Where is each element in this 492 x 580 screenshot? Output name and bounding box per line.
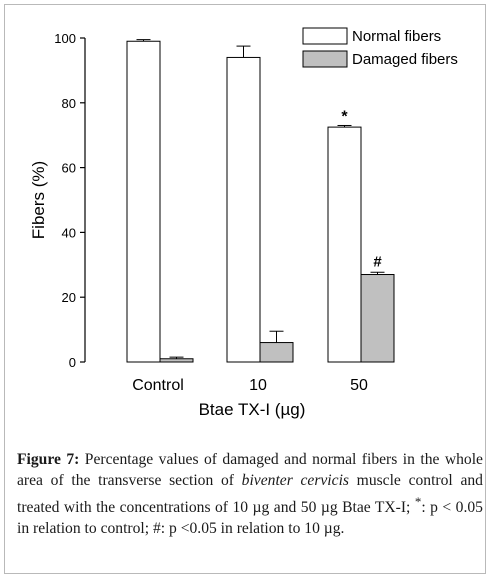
bar-damaged-fibers-control [159,358,194,363]
caption-text-3: : p < 0.05 in relation to control; #: p … [17,499,483,538]
legend-label-normal-fibers: Normal fibers [352,28,441,45]
bar-damaged-fibers-10 [259,342,294,363]
bar-damaged-fibers-50 [360,274,395,363]
caption-text-1: Percentage values of damaged and normal … [17,451,483,489]
significance-marker: # [373,253,382,270]
caption-superscript: * [414,494,422,509]
figure-caption: Figure 7: Percentage values of damaged a… [17,449,483,539]
figure-frame: 0 20 40 60 80 100 Fibers (%) Control 10 50 * # Btae … [4,4,486,574]
bar-chart: 0 20 40 60 80 100 Fibers (%) Control 10 50 * # Btae … [29,27,458,419]
caption-italic-text: biventer cervicis [241,472,349,489]
significance-marker: * [341,108,348,125]
y-tick-label: 20 [62,290,76,305]
x-tick-label-50: 50 [350,377,368,394]
bar-normal-fibers-50 [327,126,362,363]
bar-normal-fibers-control [126,40,161,363]
x-tick-label-10: 10 [249,377,267,394]
legend-label-damaged-fibers: Damaged fibers [352,51,458,68]
x-axis-label: Btae TX-I (µg) [199,400,306,419]
y-tick-label: 80 [62,96,76,111]
legend-swatch-damaged-fibers [302,50,348,68]
y-tick-label: 40 [62,225,76,240]
caption-text-2: muscle control and treated with the conc… [17,472,483,517]
figure-label: Figure 7: [17,451,80,468]
y-tick-label: 60 [62,161,76,176]
x-tick-label-control: Control [132,377,184,394]
bar-normal-fibers-10 [226,56,261,363]
legend-swatch-normal-fibers [302,27,348,45]
y-axis-label: Fibers (%) [29,161,48,239]
y-tick-label: 100 [54,31,76,46]
y-tick-label: 0 [69,355,76,370]
